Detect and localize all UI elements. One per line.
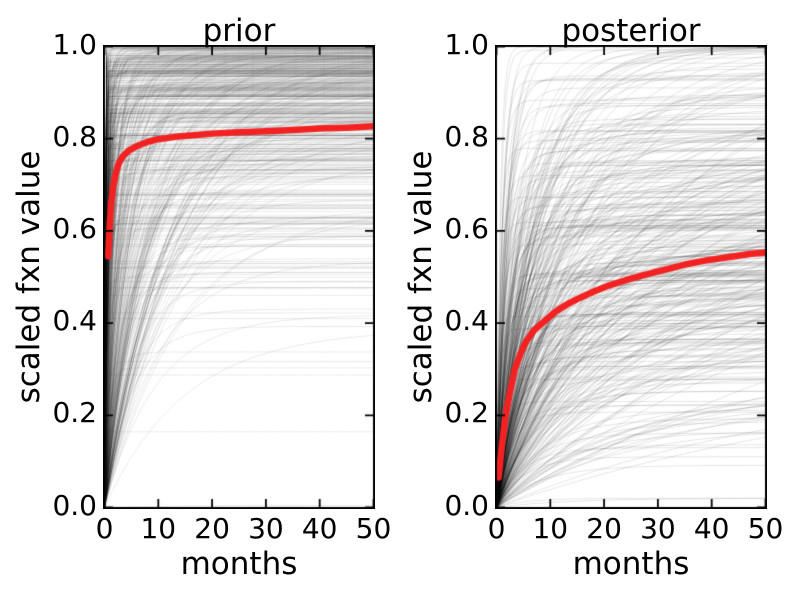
- prior-title: prior: [202, 13, 276, 49]
- posterior-x-tick-label: 20: [586, 512, 622, 545]
- prior-x-tick-label: 40: [301, 512, 338, 545]
- posterior-title: posterior: [561, 13, 701, 49]
- prior-x-axis-label: months: [180, 546, 298, 582]
- posterior-y-tick-label: 0.8: [444, 119, 489, 153]
- prior-plot-canvas: [103, 45, 375, 509]
- posterior-y-tick-label: 0.2: [444, 396, 489, 430]
- prior-y-tick-label: 0.0: [52, 488, 97, 522]
- prior-x-tick-label: 20: [194, 512, 230, 545]
- posterior-x-tick-label: 30: [640, 512, 676, 545]
- prior-y-tick-label: 0.8: [52, 119, 97, 153]
- posterior-y-tick-label: 0.6: [444, 211, 489, 245]
- posterior-x-tick-label: 10: [532, 512, 569, 545]
- posterior-x-tick-label: 40: [693, 512, 730, 545]
- prior-y-tick-label: 0.2: [52, 396, 97, 430]
- prior-x-tick-label: 0: [95, 512, 114, 545]
- prior-y-tick-label: 0.6: [52, 211, 97, 245]
- posterior-y-axis-label: scaled fxn value: [403, 150, 439, 404]
- posterior-x-tick-label: 0: [487, 512, 506, 545]
- prior-x-tick-label: 10: [140, 512, 177, 545]
- posterior-y-tick-label: 0.0: [444, 488, 489, 522]
- prior-y-tick-label: 0.4: [52, 304, 97, 338]
- posterior-x-tick-label: 50: [747, 512, 784, 545]
- posterior-y-tick-label: 1.0: [444, 27, 489, 61]
- prior-x-tick-label: 30: [248, 512, 284, 545]
- posterior-plot-canvas: [495, 45, 767, 509]
- prior-y-tick-label: 1.0: [52, 27, 97, 61]
- posterior-x-axis-label: months: [572, 546, 690, 582]
- posterior-y-tick-label: 0.4: [444, 304, 489, 338]
- prior-x-tick-label: 50: [355, 512, 392, 545]
